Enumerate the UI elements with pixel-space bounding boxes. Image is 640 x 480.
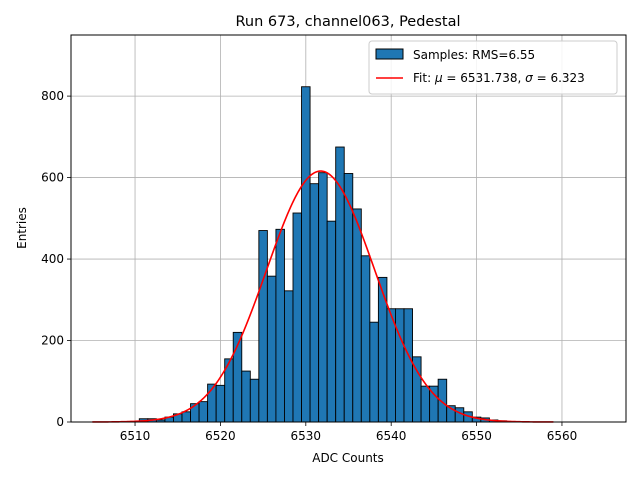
x-tick-label: 6510 (120, 429, 151, 443)
y-tick-label: 800 (41, 89, 64, 103)
legend: Samples: RMS=6.55 Fit: μ = 6531.738, σ =… (368, 40, 618, 95)
legend-hist-label: Samples: RMS=6.55 (413, 48, 535, 62)
histogram-bar (301, 86, 311, 423)
plot-frame (70, 34, 627, 423)
chart-title: Run 673, channel063, Pedestal (235, 14, 460, 30)
histogram-bar (181, 411, 191, 423)
legend-box (368, 40, 618, 95)
histogram-bar (266, 275, 277, 423)
y-axis-label: Entries (15, 207, 29, 249)
histogram-bar (275, 228, 285, 423)
histogram-bar (241, 370, 251, 423)
x-tick-label: 6550 (461, 429, 492, 443)
x-tick-label: 6530 (291, 429, 322, 443)
histogram-bar (369, 321, 379, 423)
y-axis-ticks: 0 200 400 600 800 (41, 89, 71, 429)
legend-fit-label: Fit: μ = 6531.738, σ = 6.323 (413, 71, 585, 85)
histogram-bar (318, 172, 328, 423)
histogram-bar (284, 290, 294, 423)
histogram-bar (352, 208, 362, 423)
y-tick-label: 400 (41, 252, 64, 266)
y-tick-label: 600 (41, 171, 64, 185)
histogram-bar (386, 308, 396, 423)
x-axis-ticks: 6510 6520 6530 6540 6550 6560 (120, 422, 577, 443)
histogram-bar (326, 220, 337, 423)
histogram-bars (138, 86, 507, 423)
histogram-bar (198, 401, 209, 423)
histogram-bar (420, 385, 431, 423)
y-tick-label: 0 (56, 415, 64, 429)
histogram-bar (190, 403, 200, 423)
x-tick-label: 6560 (547, 429, 578, 443)
x-tick-label: 6520 (205, 429, 236, 443)
histogram-bar (249, 378, 260, 423)
histogram-bar (258, 230, 268, 423)
x-axis-label: ADC Counts (312, 451, 384, 465)
histogram-bar (403, 308, 413, 423)
gaussian-fit (92, 170, 554, 423)
fit-curve (92, 170, 554, 423)
histogram-bar (395, 308, 405, 423)
histogram-bar (309, 183, 320, 423)
legend-hist-swatch (375, 48, 404, 60)
histogram-bar (335, 146, 345, 423)
y-tick-label: 200 (41, 334, 64, 348)
histogram-bar (215, 384, 226, 423)
histogram-bar (360, 255, 371, 423)
histogram-bar (292, 212, 302, 423)
x-tick-label: 6540 (376, 429, 407, 443)
